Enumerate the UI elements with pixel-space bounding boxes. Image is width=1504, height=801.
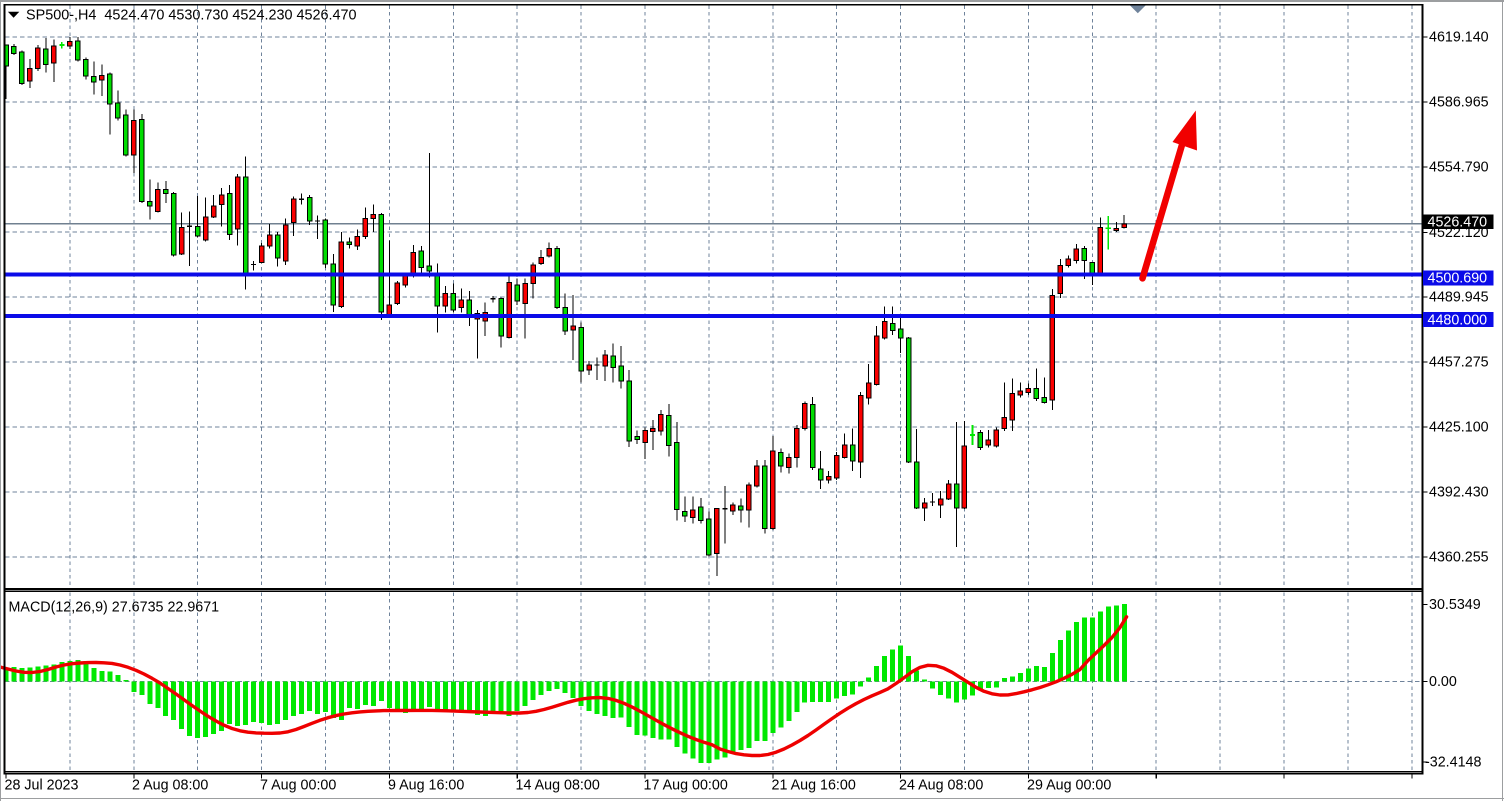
svg-text:4480.000: 4480.000	[1428, 312, 1488, 328]
svg-text:14 Aug 08:00: 14 Aug 08:00	[516, 778, 600, 794]
svg-text:30.5349: 30.5349	[1429, 597, 1481, 613]
svg-text:4360.255: 4360.255	[1429, 550, 1489, 566]
svg-text:0.00: 0.00	[1429, 674, 1457, 690]
svg-text:MACD(12,26,9) 27.6735 22.9671: MACD(12,26,9) 27.6735 22.9671	[9, 600, 220, 616]
svg-text:9 Aug 16:00: 9 Aug 16:00	[388, 778, 464, 794]
svg-text:7 Aug 00:00: 7 Aug 00:00	[260, 778, 336, 794]
svg-text:24 Aug 08:00: 24 Aug 08:00	[899, 778, 983, 794]
svg-text:4489.945: 4489.945	[1429, 290, 1489, 306]
svg-text:4425.100: 4425.100	[1429, 420, 1489, 436]
svg-text:4457.275: 4457.275	[1429, 355, 1489, 371]
svg-text:29 Aug 00:00: 29 Aug 00:00	[1027, 778, 1111, 794]
svg-text:2 Aug 08:00: 2 Aug 08:00	[132, 778, 208, 794]
svg-text:-32.4148: -32.4148	[1425, 755, 1481, 771]
svg-text:4392.430: 4392.430	[1429, 485, 1489, 501]
svg-text:21 Aug 16:00: 21 Aug 16:00	[772, 778, 856, 794]
svg-text:4586.965: 4586.965	[1429, 95, 1489, 111]
svg-text:28 Jul 2023: 28 Jul 2023	[5, 778, 79, 794]
svg-text:SP500-,H4 4524.470 4530.730 4: SP500-,H4 4524.470 4530.730 4524.230 452…	[26, 8, 356, 24]
svg-text:4554.790: 4554.790	[1429, 160, 1489, 176]
svg-text:17 Aug 00:00: 17 Aug 00:00	[644, 778, 728, 794]
svg-text:4619.140: 4619.140	[1429, 30, 1489, 46]
svg-text:4500.690: 4500.690	[1428, 271, 1488, 287]
svg-text:4526.470: 4526.470	[1428, 215, 1488, 231]
